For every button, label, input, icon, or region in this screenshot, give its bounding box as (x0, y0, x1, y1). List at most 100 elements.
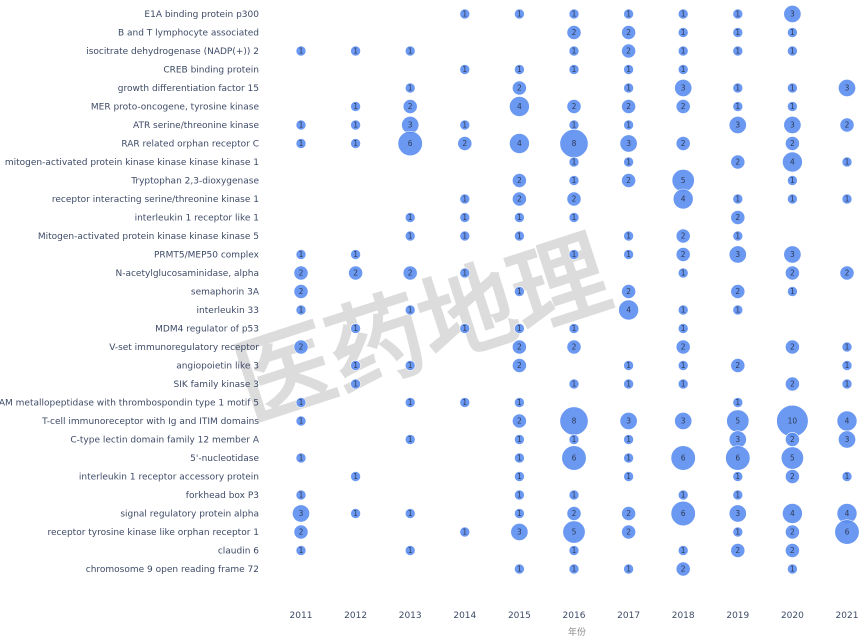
bubble-mark[interactable] (839, 265, 855, 281)
bubble[interactable]: 1 (404, 545, 416, 556)
bubble[interactable]: 1 (787, 286, 798, 297)
bubble-mark[interactable] (787, 193, 798, 205)
bubble-mark[interactable] (350, 323, 361, 334)
bubble-mark[interactable] (512, 358, 527, 373)
bubble-mark[interactable] (514, 563, 525, 575)
bubble-mark[interactable] (670, 445, 696, 471)
bubble-mark[interactable] (677, 360, 689, 371)
bubble-mark[interactable] (514, 471, 525, 482)
bubble[interactable]: 3 (783, 116, 802, 134)
bubble-mark[interactable] (568, 489, 580, 501)
bubble[interactable]: 2 (785, 432, 800, 447)
bubble[interactable]: 1 (295, 545, 307, 556)
bubble[interactable]: 1 (459, 323, 471, 334)
bubble[interactable]: 2 (402, 99, 418, 114)
bubble[interactable]: 1 (295, 415, 307, 427)
bubble-mark[interactable] (404, 45, 416, 57)
bubble[interactable]: 1 (514, 212, 525, 223)
bubble-mark[interactable] (568, 545, 580, 556)
bubble[interactable]: 4 (618, 299, 639, 321)
bubble[interactable]: 1 (459, 212, 471, 223)
bubble[interactable]: 1 (568, 249, 580, 260)
bubble[interactable]: 2 (566, 25, 582, 40)
bubble[interactable]: 3 (510, 523, 529, 541)
bubble-mark[interactable] (621, 284, 636, 299)
bubble-mark[interactable] (566, 99, 582, 114)
bubble-mark[interactable] (404, 434, 416, 445)
bubble-mark[interactable] (566, 339, 582, 355)
bubble-mark[interactable] (677, 545, 689, 556)
bubble[interactable]: 1 (787, 45, 798, 57)
bubble-mark[interactable] (350, 378, 361, 390)
bubble-mark[interactable] (674, 79, 693, 97)
bubble[interactable]: 1 (677, 267, 689, 279)
bubble[interactable]: 1 (295, 45, 307, 57)
bubble[interactable]: 1 (623, 378, 634, 390)
bubble-mark[interactable] (841, 193, 853, 205)
bubble-mark[interactable] (674, 412, 693, 430)
bubble-mark[interactable] (459, 193, 471, 205)
bubble-mark[interactable] (623, 64, 634, 75)
bubble-mark[interactable] (562, 520, 586, 544)
bubble-mark[interactable] (512, 339, 527, 355)
bubble[interactable]: 2 (512, 413, 527, 429)
bubble[interactable]: 1 (514, 489, 525, 501)
bubble[interactable]: 1 (568, 434, 580, 445)
bubble[interactable]: 3 (838, 79, 856, 97)
bubble-mark[interactable] (787, 82, 798, 94)
bubble-mark[interactable] (623, 434, 634, 445)
bubble-mark[interactable] (783, 116, 802, 134)
bubble[interactable]: 1 (404, 230, 416, 242)
bubble[interactable]: 4 (836, 410, 858, 432)
bubble-mark[interactable] (787, 27, 798, 38)
bubble-mark[interactable] (295, 138, 307, 149)
bubble-mark[interactable] (514, 64, 525, 75)
bubble-mark[interactable] (675, 247, 691, 262)
bubble-mark[interactable] (677, 378, 689, 390)
bubble[interactable]: 2 (566, 191, 582, 207)
bubble-mark[interactable] (295, 452, 307, 464)
bubble[interactable]: 3 (292, 504, 310, 523)
bubble[interactable]: 1 (568, 45, 580, 57)
bubble-mark[interactable] (732, 193, 744, 205)
bubble[interactable]: 1 (350, 508, 361, 519)
bubble-mark[interactable] (404, 508, 416, 519)
bubble-mark[interactable] (730, 358, 746, 373)
bubble-mark[interactable] (732, 471, 744, 482)
bubble-mark[interactable] (514, 212, 525, 223)
bubble-mark[interactable] (839, 117, 855, 133)
bubble[interactable]: 2 (730, 358, 746, 373)
bubble-mark[interactable] (459, 267, 471, 279)
bubble[interactable]: 2 (839, 265, 855, 281)
bubble[interactable]: 1 (459, 267, 471, 279)
bubble[interactable]: 1 (514, 230, 525, 242)
bubble[interactable]: 2 (730, 284, 746, 299)
bubble-mark[interactable] (623, 156, 634, 168)
bubble[interactable]: 1 (623, 64, 634, 75)
bubble[interactable]: 1 (677, 545, 689, 556)
bubble[interactable]: 1 (514, 64, 525, 75)
bubble-mark[interactable] (459, 119, 471, 131)
bubble[interactable]: 1 (568, 378, 580, 390)
bubble[interactable]: 2 (785, 469, 800, 484)
bubble[interactable]: 1 (459, 8, 471, 20)
bubble[interactable]: 1 (623, 434, 634, 445)
bubble-mark[interactable] (621, 506, 636, 521)
bubble-mark[interactable] (732, 304, 744, 316)
bubble[interactable]: 1 (568, 156, 580, 168)
bubble[interactable]: 3 (783, 245, 802, 264)
bubble[interactable]: 4 (782, 151, 803, 173)
bubble-mark[interactable] (785, 469, 800, 484)
bubble-mark[interactable] (459, 212, 471, 223)
bubble-mark[interactable] (730, 543, 746, 558)
bubble-mark[interactable] (459, 397, 471, 408)
bubble[interactable]: 2 (675, 99, 691, 114)
bubble-mark[interactable] (785, 265, 800, 281)
bubble[interactable]: 2 (839, 117, 855, 133)
bubble[interactable]: 6 (725, 445, 751, 471)
bubble[interactable]: 4 (672, 188, 694, 210)
bubble[interactable]: 1 (568, 119, 580, 131)
bubble[interactable]: 6 (397, 130, 423, 157)
bubble-mark[interactable] (623, 82, 634, 94)
bubble-mark[interactable] (782, 151, 803, 173)
